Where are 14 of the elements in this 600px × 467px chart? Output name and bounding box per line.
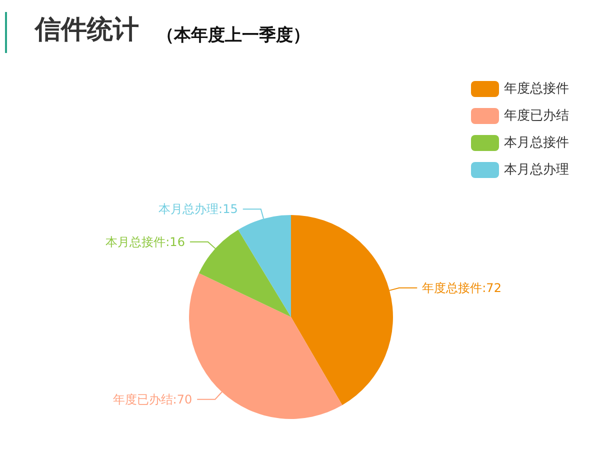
legend-label: 年度总接件 — [504, 80, 569, 96]
slice-label: 本月总接件 — [106, 234, 166, 249]
slice-label: 本月总办理 — [158, 202, 219, 216]
legend-label: 年度已办结 — [504, 108, 569, 124]
data-label: :72 — [482, 280, 502, 295]
data-label: :15 — [218, 202, 238, 216]
slice-label: 年度已办结 — [112, 392, 173, 406]
legend-label: 本月总办理 — [504, 162, 569, 178]
data-label: :70 — [172, 392, 192, 406]
legend-label: 本月总接件 — [504, 136, 569, 150]
chart-title: 信件统计 — [34, 15, 139, 45]
chart-subtitle: （本年度上一季度） — [157, 26, 310, 46]
data-label: :16 — [166, 234, 185, 249]
slice-label: 年度总接件 — [422, 280, 482, 295]
